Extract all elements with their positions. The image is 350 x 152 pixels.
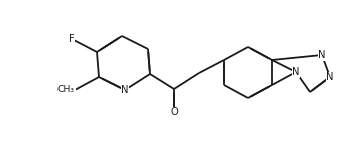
Text: F: F bbox=[69, 34, 75, 44]
Text: N: N bbox=[292, 67, 300, 77]
Text: N: N bbox=[318, 50, 326, 60]
Text: N: N bbox=[326, 72, 334, 82]
Text: O: O bbox=[170, 107, 178, 117]
Text: N: N bbox=[121, 85, 129, 95]
Text: CH₃: CH₃ bbox=[57, 85, 75, 95]
Text: CH₃: CH₃ bbox=[58, 85, 75, 95]
